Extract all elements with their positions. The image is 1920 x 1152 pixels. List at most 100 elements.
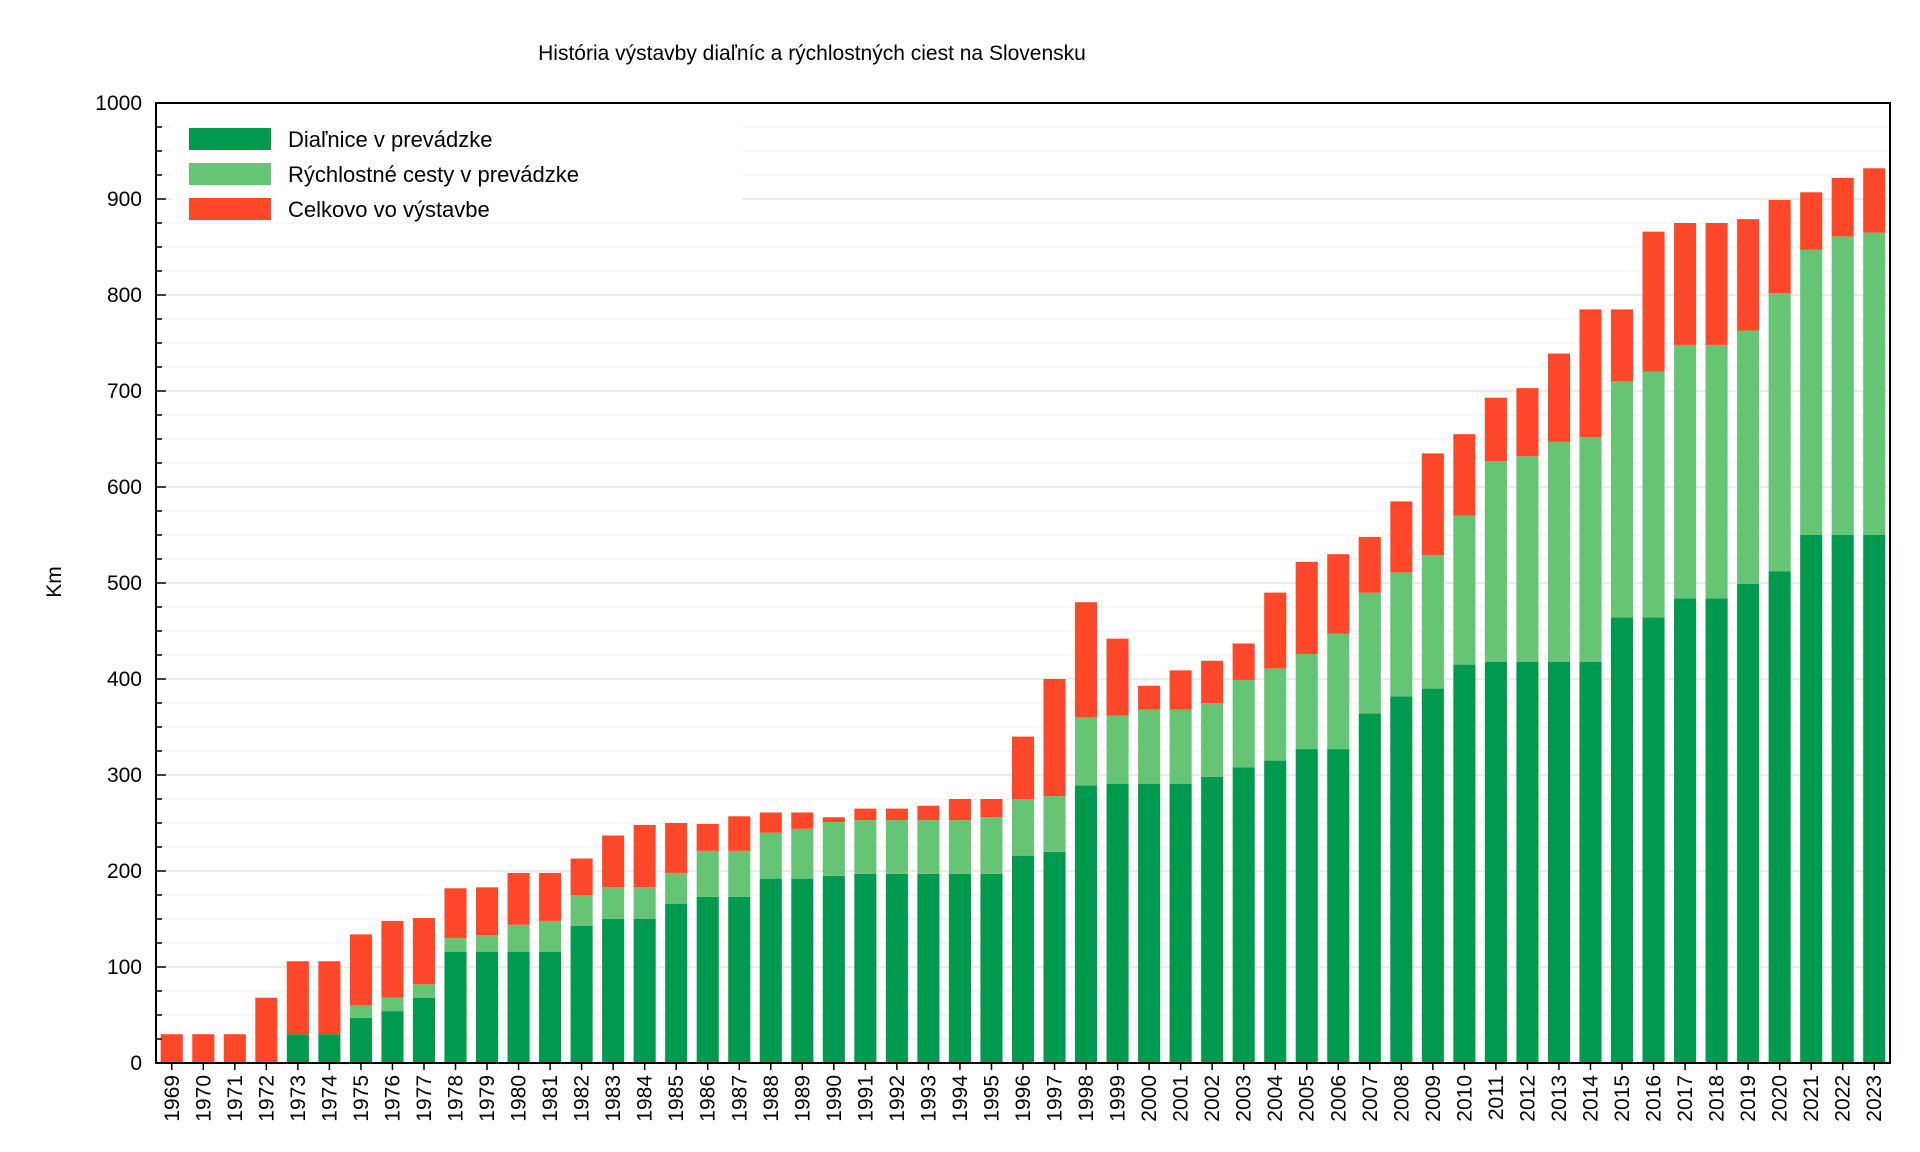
- bar-segment-2: [633, 887, 656, 919]
- bar-segment-1: [1453, 664, 1476, 1063]
- bar-segment-1: [444, 951, 467, 1063]
- y-tick-label: 300: [107, 764, 142, 787]
- y-tick-label: 500: [107, 572, 142, 595]
- y-tick-label: 400: [107, 668, 142, 691]
- bar-segment-1: [917, 873, 940, 1063]
- bar-segment-2: [980, 817, 1003, 874]
- plot-frame: [155, 102, 1891, 1064]
- bar-segment-1: [759, 878, 782, 1063]
- x-tick-label: 1971: [224, 1075, 247, 1122]
- bar-segment-2: [1169, 709, 1192, 784]
- bar-segment-3: [1705, 223, 1728, 345]
- bar-segment-3: [1674, 223, 1697, 345]
- bar-segment-1: [286, 1034, 309, 1063]
- bar-segment-2: [570, 895, 593, 926]
- bar-segment-3: [507, 872, 530, 925]
- x-tick-label: 1993: [917, 1075, 940, 1122]
- bar-segment-3: [1547, 353, 1570, 442]
- y-tick-label: 1000: [95, 92, 142, 115]
- x-tick-label: 1974: [318, 1075, 341, 1122]
- bar-segment-2: [349, 1005, 372, 1018]
- legend-swatch: [189, 198, 271, 220]
- bar-segment-2: [1800, 249, 1823, 535]
- bar-segment-3: [286, 961, 309, 1035]
- bar-segment-1: [1264, 760, 1287, 1063]
- bar-segment-1: [1863, 535, 1886, 1063]
- bar-segment-1: [1169, 783, 1192, 1063]
- x-tick-label: 1973: [287, 1075, 310, 1122]
- bar-segment-3: [1201, 660, 1224, 703]
- y-tick-label: 200: [107, 860, 142, 883]
- y-tick-label: 100: [107, 956, 142, 979]
- x-tick-label: 1998: [1075, 1075, 1098, 1122]
- bar-segment-2: [1547, 441, 1570, 662]
- bar-segment-3: [192, 1034, 215, 1063]
- bar-segment-3: [1737, 219, 1760, 331]
- bar-segment-3: [1358, 536, 1381, 593]
- bar-segment-3: [1579, 309, 1602, 438]
- bar-segment-1: [1831, 535, 1854, 1063]
- bar-segment-2: [665, 872, 688, 904]
- bar-segment-1: [1295, 749, 1318, 1063]
- bar-segment-2: [759, 832, 782, 879]
- bar-segment-1: [1327, 749, 1350, 1063]
- x-tick-label: 2007: [1359, 1075, 1382, 1122]
- bar-segment-1: [1075, 785, 1098, 1063]
- bar-segment-2: [1043, 796, 1066, 852]
- bar-segment-2: [1201, 703, 1224, 777]
- x-tick-label: 1999: [1107, 1075, 1130, 1122]
- x-tick-label: 1997: [1044, 1075, 1067, 1122]
- bar-segment-3: [948, 799, 971, 821]
- bar-segment-1: [980, 873, 1003, 1063]
- bar-segment-2: [1768, 293, 1791, 572]
- x-tick-label: 2015: [1611, 1075, 1634, 1122]
- bar-segment-3: [1232, 643, 1255, 680]
- bar-segment-2: [1358, 592, 1381, 714]
- bar-segment-2: [476, 935, 499, 952]
- y-axis-label: Km: [43, 566, 66, 598]
- bar-segment-3: [570, 858, 593, 895]
- bar-segment-1: [854, 873, 877, 1063]
- bar-segment-3: [696, 823, 719, 851]
- x-tick-label: 1982: [571, 1075, 594, 1122]
- y-tick-label: 0: [130, 1052, 142, 1075]
- bar-segment-2: [1295, 654, 1318, 750]
- bars: [160, 168, 1886, 1063]
- bar-segment-1: [1800, 535, 1823, 1063]
- x-tick-label: 1994: [949, 1075, 972, 1122]
- bar-segment-2: [1327, 633, 1350, 750]
- x-tick-label: 1970: [192, 1075, 215, 1122]
- x-tick-label: 1969: [161, 1075, 184, 1122]
- bar-segment-3: [1011, 736, 1035, 799]
- x-tick-label: 1990: [823, 1075, 846, 1122]
- bar-segment-3: [1327, 554, 1350, 634]
- bar-segment-2: [1453, 515, 1476, 665]
- x-tick-label: 2019: [1737, 1075, 1760, 1122]
- x-tick-label: 1989: [791, 1075, 814, 1122]
- bar-segment-3: [665, 823, 688, 873]
- bar-segment-1: [1547, 661, 1570, 1063]
- bar-segment-1: [1106, 783, 1129, 1063]
- bar-segment-3: [1169, 670, 1192, 710]
- x-tick-label: 1980: [508, 1075, 531, 1122]
- x-tick-label: 2012: [1516, 1075, 1539, 1122]
- bar-segment-2: [412, 984, 436, 998]
- bar-segment-2: [1705, 344, 1728, 599]
- x-tick-label: 1986: [697, 1075, 720, 1122]
- x-tick-label: 1991: [854, 1075, 877, 1122]
- bar-segment-3: [349, 934, 372, 1006]
- bar-segment-3: [822, 817, 845, 823]
- bar-segment-1: [1610, 617, 1634, 1063]
- bar-segment-2: [539, 920, 562, 952]
- bar-segment-3: [318, 961, 341, 1035]
- bar-segment-1: [822, 875, 845, 1063]
- bar-segment-1: [1232, 767, 1255, 1063]
- x-tick-label: 1996: [1012, 1075, 1035, 1122]
- bar-segment-2: [1011, 799, 1035, 856]
- x-tick-label: 2003: [1233, 1075, 1256, 1122]
- x-tick-label: 1976: [381, 1075, 404, 1122]
- bar-segment-2: [822, 822, 845, 876]
- y-axis: 0 100 200 300 400 500 600 700 800 900 1000: [95, 92, 166, 1075]
- bar-segment-3: [602, 835, 625, 888]
